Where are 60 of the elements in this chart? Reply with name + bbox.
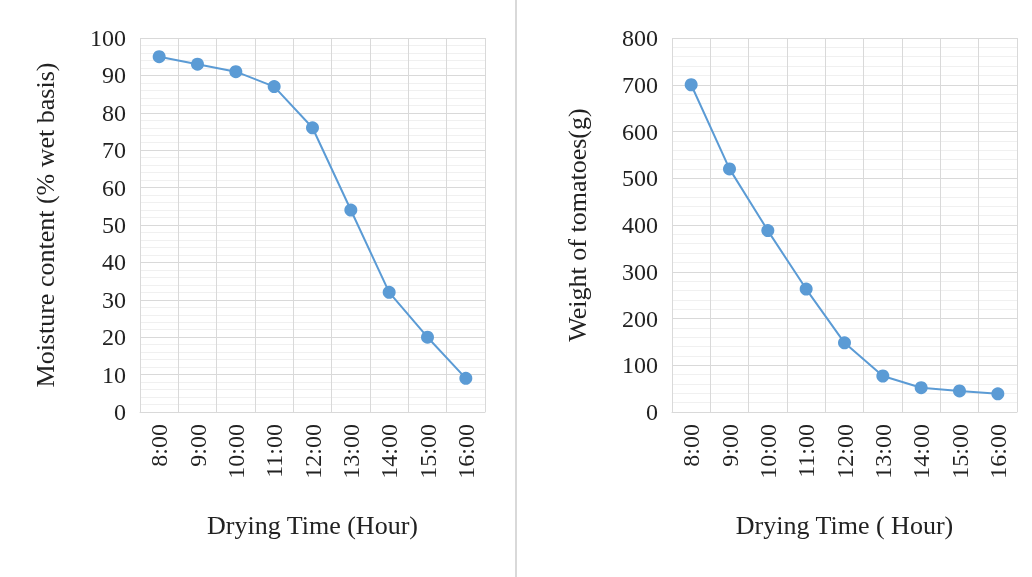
point [267,80,281,94]
x-tick-label: 12:00 [831,424,858,479]
x-tick-label: 10:00 [222,424,249,479]
x-tick-label: 16:00 [984,424,1011,479]
y-axis-title: Moisture content (% wet basis) [30,62,60,388]
point [761,224,775,238]
point [838,336,851,350]
point [152,50,166,64]
x-tick-label: 11:00 [261,424,288,478]
x-tick-label: 10:00 [754,424,781,479]
point [723,162,736,176]
x-tick-label: 13:00 [337,424,364,479]
y-tick-label: 10 [102,361,126,388]
y-tick-label: 90 [102,62,126,89]
x-tick-label: 13:00 [869,424,896,479]
y-axis-title: Weight of tomatoes(g) [562,108,592,342]
x-tick-label: 9:00 [716,424,743,467]
x-tick-label: 8:00 [146,424,173,467]
point [876,369,890,383]
x-tick-label: 9:00 [184,424,211,467]
y-tick-label: 50 [102,212,126,238]
y-tick-label: 100 [90,25,126,51]
point [953,384,966,398]
x-tick-label: 15:00 [946,424,973,479]
x-tick-label: 16:00 [452,424,479,479]
y-tick-label: 0 [646,399,658,425]
x-tick-label: 14:00 [908,424,935,479]
point [799,282,813,296]
point [229,65,243,79]
y-tick-label: 30 [102,286,126,313]
point [459,371,473,385]
y-tick-label: 400 [622,212,658,238]
y-tick-label: 600 [622,118,658,145]
x-tick-label: 12:00 [299,424,326,479]
y-tick-label: 0 [114,399,126,425]
y-tick-label: 100 [622,352,658,379]
x-tick-label: 15:00 [414,424,441,479]
x-tick-label: 11:00 [793,424,820,478]
y-tick-label: 300 [622,258,658,285]
point [914,381,928,395]
point [382,285,396,299]
point [421,330,434,344]
point [344,203,358,217]
y-tick-label: 20 [102,324,126,351]
point [191,57,204,71]
x-tick-label: 14:00 [376,424,403,479]
x-axis-title: Drying Time ( Hour) [735,510,954,540]
y-tick-label: 60 [102,174,126,201]
y-tick-label: 70 [102,137,126,164]
y-tick-label: 40 [102,249,126,276]
point [306,121,319,135]
x-tick-label: 8:00 [678,424,705,467]
y-tick-label: 200 [622,305,658,332]
x-axis-title: Drying Time (Hour) [207,510,418,540]
y-tick-label: 700 [622,71,658,98]
point [991,387,1005,401]
y-tick-label: 500 [622,165,658,192]
y-tick-label: 800 [622,25,658,51]
y-tick-label: 80 [102,99,126,126]
point [684,78,698,92]
